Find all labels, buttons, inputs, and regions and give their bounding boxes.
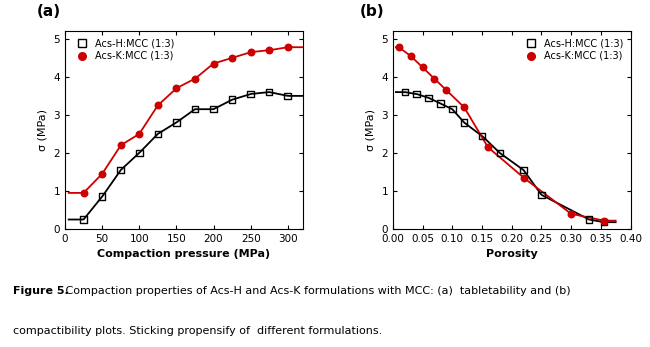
- Point: [79, 190, 89, 196]
- Point: [116, 167, 126, 173]
- Point: [599, 218, 609, 223]
- Point: [79, 217, 89, 222]
- Text: Compaction properties of Acs-H and Acs-K formulations with MCC: (a)  tabletabili: Compaction properties of Acs-H and Acs-K…: [62, 286, 571, 296]
- Legend: Acs-H:MCC (1:3), Acs-K:MCC (1:3): Acs-H:MCC (1:3), Acs-K:MCC (1:3): [519, 36, 626, 63]
- Text: compactibility plots. Sticking propensify of  different formulations.: compactibility plots. Sticking propensif…: [13, 326, 382, 336]
- Point: [599, 219, 609, 225]
- Point: [246, 91, 256, 97]
- Point: [584, 217, 594, 222]
- Point: [246, 49, 256, 55]
- Point: [429, 76, 439, 82]
- Point: [459, 120, 469, 125]
- Y-axis label: σ (MPa): σ (MPa): [366, 109, 376, 151]
- Point: [566, 211, 577, 217]
- Text: (b): (b): [359, 5, 384, 19]
- Point: [264, 48, 274, 53]
- Point: [411, 91, 422, 97]
- Legend: Acs-H:MCC (1:3), Acs-K:MCC (1:3): Acs-H:MCC (1:3), Acs-K:MCC (1:3): [70, 36, 176, 63]
- Point: [417, 65, 428, 70]
- X-axis label: Porosity: Porosity: [486, 249, 538, 260]
- Point: [116, 143, 126, 148]
- Point: [208, 107, 218, 112]
- Point: [436, 101, 446, 106]
- Text: Figure 5.: Figure 5.: [13, 286, 69, 296]
- Point: [447, 107, 458, 112]
- Point: [519, 167, 529, 173]
- Point: [171, 85, 181, 91]
- Y-axis label: σ (MPa): σ (MPa): [38, 109, 48, 151]
- Point: [227, 55, 237, 61]
- Point: [483, 144, 493, 150]
- Point: [283, 44, 293, 50]
- Text: (a): (a): [36, 5, 60, 19]
- Point: [97, 194, 107, 200]
- Point: [208, 61, 218, 66]
- Point: [394, 44, 404, 50]
- X-axis label: Compaction pressure (MPa): Compaction pressure (MPa): [98, 249, 270, 260]
- Point: [459, 104, 469, 110]
- Point: [400, 89, 410, 95]
- Point: [519, 175, 529, 180]
- Point: [536, 192, 547, 197]
- Point: [153, 131, 163, 137]
- Point: [495, 150, 505, 156]
- Point: [134, 150, 144, 156]
- Point: [477, 133, 488, 138]
- Point: [264, 89, 274, 95]
- Point: [97, 171, 107, 177]
- Point: [283, 93, 293, 99]
- Point: [423, 95, 434, 101]
- Point: [441, 87, 452, 93]
- Point: [153, 103, 163, 108]
- Point: [171, 120, 181, 125]
- Point: [134, 131, 144, 137]
- Point: [190, 107, 200, 112]
- Point: [406, 53, 416, 59]
- Point: [227, 97, 237, 102]
- Point: [190, 76, 200, 82]
